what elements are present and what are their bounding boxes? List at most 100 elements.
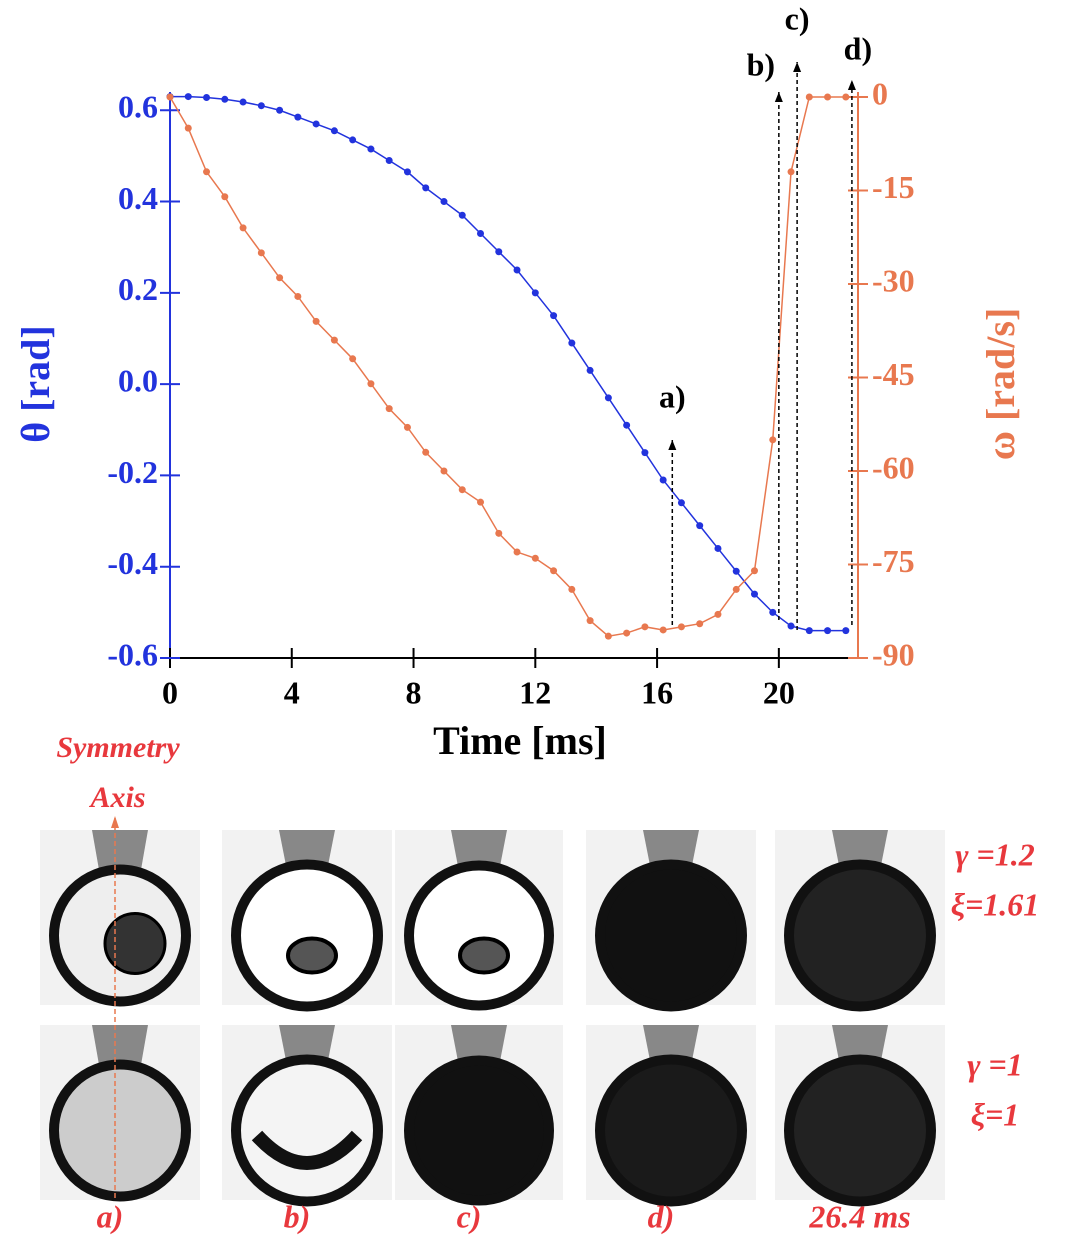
series-point — [531, 554, 539, 562]
y-tick-label: -0.6 — [107, 636, 158, 672]
series-point — [677, 499, 685, 507]
bulb-neck — [643, 1025, 699, 1066]
series-point — [239, 224, 247, 232]
series-point — [349, 136, 357, 144]
bulb — [595, 1054, 747, 1207]
x-axis-label: Time [ms] — [433, 718, 607, 763]
y2-tick-label: -75 — [872, 543, 915, 579]
annotation-label: b) — [747, 46, 775, 82]
series-point — [422, 184, 430, 192]
arrow-head — [774, 92, 783, 102]
series-line — [170, 95, 846, 632]
bulb-neck — [279, 1025, 335, 1066]
series-point — [367, 380, 375, 388]
y2-tick-label: -90 — [872, 636, 915, 672]
y-tick-label: 0.6 — [118, 89, 158, 125]
film — [251, 1130, 363, 1170]
column-label: 26.4 ms — [808, 1198, 910, 1234]
series-point — [349, 355, 357, 363]
bubble — [458, 936, 510, 975]
series-point — [604, 394, 612, 402]
photo — [222, 1025, 392, 1207]
series-point — [276, 106, 284, 114]
x-tick-label: 8 — [406, 674, 422, 710]
bulb — [784, 1054, 936, 1207]
series-point — [239, 98, 247, 106]
bulb-neck — [832, 830, 888, 871]
bulb-neck — [279, 830, 335, 871]
y2-tick-label: 0 — [872, 75, 888, 111]
y-axis-label: θ [rad] — [13, 325, 58, 443]
series-point — [805, 93, 813, 101]
series-point — [203, 93, 211, 101]
y2-tick-label: -45 — [872, 356, 915, 392]
symmetry-label: Axis — [88, 781, 145, 814]
series-point — [513, 548, 521, 556]
annotation-label: d) — [844, 30, 872, 66]
series-point — [312, 317, 320, 325]
y2-tick-label: -30 — [872, 262, 915, 298]
x-tick-label: 0 — [162, 674, 178, 710]
series-point — [732, 567, 740, 575]
series-point — [641, 623, 649, 631]
y2-tick-label: -15 — [872, 169, 915, 205]
series-point — [422, 448, 430, 456]
row-param: ξ=1.61 — [951, 886, 1040, 922]
row-param: ξ=1 — [971, 1096, 1020, 1132]
arrow-head — [668, 440, 677, 450]
series-point — [330, 336, 338, 344]
series-point — [805, 627, 813, 635]
column-label: d) — [648, 1198, 675, 1234]
series-point — [531, 289, 539, 297]
photo — [40, 830, 200, 1007]
arrow-head — [847, 80, 856, 90]
bulb — [231, 859, 383, 1012]
series-point — [385, 405, 393, 413]
series-point — [787, 622, 795, 630]
column-label: b) — [284, 1198, 311, 1234]
x-tick-label: 16 — [641, 674, 673, 710]
y-tick-label: 0.2 — [118, 271, 158, 307]
photo — [40, 1025, 200, 1202]
series-point — [440, 198, 448, 206]
bulb-neck — [92, 830, 148, 876]
series-point — [568, 339, 576, 347]
series-point — [659, 476, 667, 484]
annotation-label: a) — [659, 378, 686, 414]
series-point — [403, 168, 411, 176]
series-point — [550, 312, 558, 320]
series-point — [586, 617, 594, 625]
series-point — [677, 623, 685, 631]
arrow-head — [111, 816, 119, 828]
x-tick-label: 4 — [284, 674, 300, 710]
photo — [586, 830, 756, 1012]
series-point — [568, 585, 576, 593]
photo — [222, 830, 392, 1012]
series-point — [257, 249, 265, 257]
series-point — [824, 627, 832, 635]
bulb-neck — [643, 830, 699, 871]
row-param: γ =1.2 — [955, 836, 1035, 872]
series-point — [824, 93, 832, 101]
photo — [395, 1025, 563, 1206]
series-point — [550, 567, 558, 575]
series-point — [513, 266, 521, 274]
series-point — [787, 168, 795, 176]
arrow-head — [793, 62, 802, 72]
y-tick-label: -0.4 — [107, 545, 158, 581]
y2-axis-label: ω [rad/s] — [978, 308, 1023, 461]
series-point — [458, 486, 466, 494]
series-point — [184, 93, 192, 101]
photo — [395, 830, 563, 1011]
bulb — [404, 860, 554, 1011]
series-point — [769, 608, 777, 616]
column-label: a) — [97, 1198, 124, 1234]
row-param: γ =1 — [967, 1046, 1023, 1082]
series-point — [714, 544, 722, 552]
series-point — [623, 421, 631, 429]
series-point — [842, 93, 850, 101]
bubble — [103, 912, 167, 975]
symmetry-label: Symmetry — [56, 731, 180, 764]
series-point — [495, 529, 503, 537]
series-point — [330, 127, 338, 135]
